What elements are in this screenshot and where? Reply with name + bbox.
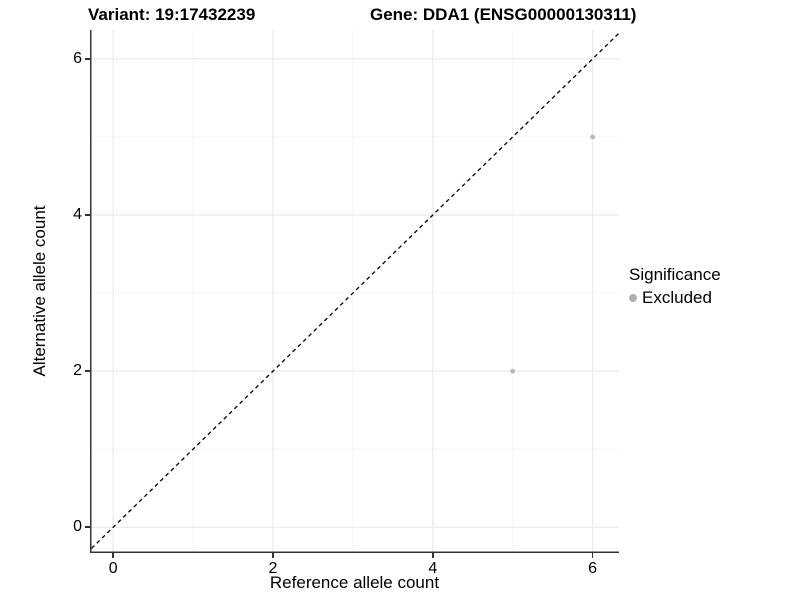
x-tick-mark <box>591 553 594 558</box>
y-tick-label: 0 <box>73 518 82 536</box>
plot-title-gene: Gene: DDA1 (ENSG00000130311) <box>370 5 637 24</box>
x-tick-mark <box>272 553 274 558</box>
x-tick-mark <box>432 553 434 558</box>
x-tick-label: 6 <box>588 560 598 577</box>
legend-item-excluded: Excluded <box>629 288 721 308</box>
y-tick-mark <box>85 370 90 372</box>
y-tick-mark <box>85 58 90 60</box>
legend-item-label: Excluded <box>642 288 712 307</box>
x-axis-label: Reference allele count <box>269 573 440 592</box>
y-tick-label: 6 <box>73 49 82 67</box>
x-tick-mark <box>112 553 114 558</box>
x-tick-label: 4 <box>428 560 438 577</box>
x-tick-label: 2 <box>268 560 278 577</box>
y-tick-mark <box>85 526 90 528</box>
y-tick-label: 2 <box>73 362 82 380</box>
legend: Significance Excluded <box>629 264 721 308</box>
legend-key-dot-icon <box>629 294 637 302</box>
y-axis-label: Alternative allele count <box>30 205 49 377</box>
identity-dashed-line <box>90 32 619 551</box>
x-tick-label: 0 <box>108 560 118 577</box>
y-tick-mark <box>85 214 90 216</box>
plot-area <box>90 30 619 553</box>
legend-title: Significance <box>629 265 721 284</box>
plot-title-variant: Variant: 19:17432239 <box>88 5 256 24</box>
y-tick-label: 4 <box>73 206 82 223</box>
data-point <box>510 368 516 374</box>
plot-panel <box>90 30 619 553</box>
data-point <box>590 134 596 140</box>
